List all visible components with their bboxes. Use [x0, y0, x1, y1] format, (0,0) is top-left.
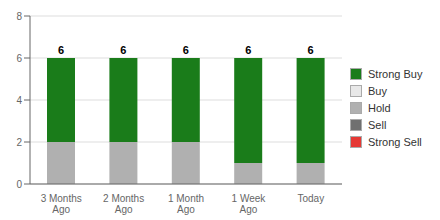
html-text:Sell: Sell	[368, 118, 387, 131]
svg-text:6: 6	[120, 44, 126, 56]
svg-text:6: 6	[308, 44, 314, 56]
svg-text:0: 0	[16, 179, 22, 190]
svg-text:6: 6	[16, 53, 22, 64]
svg-text:1 MonthAgo: 1 MonthAgo	[168, 193, 204, 215]
svg-text:8: 8	[16, 11, 22, 22]
svg-text:Today: Today	[297, 193, 324, 204]
html-text:Strong Sell: Strong Sell	[368, 135, 422, 148]
svg-text:2 MonthsAgo: 2 MonthsAgo	[103, 193, 144, 215]
html-text:Hold: Hold	[368, 101, 391, 114]
svg-text:3 MonthsAgo: 3 MonthsAgo	[41, 193, 82, 215]
svg-text:6: 6	[58, 44, 64, 56]
svg-text:1 WeekAgo: 1 WeekAgo	[232, 193, 267, 215]
svg-text:6: 6	[245, 44, 251, 56]
svg-text:4: 4	[16, 95, 22, 106]
svg-text:2: 2	[16, 137, 22, 148]
html-text:Buy: Buy	[368, 84, 387, 97]
svg-text:6: 6	[183, 44, 189, 56]
html-text:Strong Buy: Strong Buy	[368, 67, 423, 80]
